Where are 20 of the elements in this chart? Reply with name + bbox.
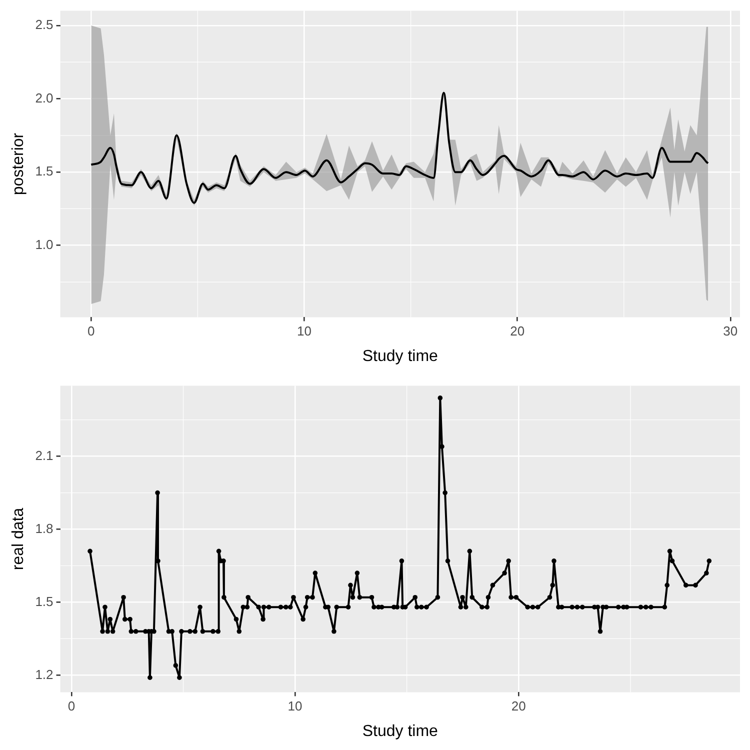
y-tick-label: 1.8 (35, 520, 54, 536)
y-tick-label: 1.5 (35, 594, 54, 609)
x-tick-label: 30 (723, 324, 738, 339)
x-tick-label: 10 (288, 698, 302, 714)
x-tick-label: 0 (68, 698, 76, 714)
x-tick-label: 0 (88, 324, 95, 339)
y-tick-label: 2.0 (35, 90, 54, 106)
line-series (90, 92, 710, 204)
x-axis-title: Study time (362, 348, 438, 365)
x-tick-label: 10 (297, 324, 312, 339)
y-tick-label: 1.0 (35, 236, 54, 252)
y-axis-title: posterior (10, 132, 28, 196)
x-tick-label: 20 (510, 324, 525, 339)
x-tick-label: 20 (511, 698, 526, 714)
x-axis-title: Study time (362, 722, 438, 740)
y-tick-label: 2.1 (35, 448, 54, 463)
y-axis-title: real data (10, 508, 28, 570)
y-tick-label: 1.2 (35, 666, 54, 682)
y-tick-label: 2.5 (35, 17, 54, 32)
y-tick-label: 1.5 (35, 164, 54, 179)
